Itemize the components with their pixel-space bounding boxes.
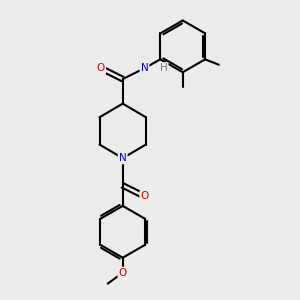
Text: O: O xyxy=(97,63,105,73)
Text: N: N xyxy=(141,63,148,73)
Text: O: O xyxy=(118,268,127,278)
Text: O: O xyxy=(140,191,149,201)
Text: H: H xyxy=(160,63,167,73)
Text: N: N xyxy=(119,153,127,163)
